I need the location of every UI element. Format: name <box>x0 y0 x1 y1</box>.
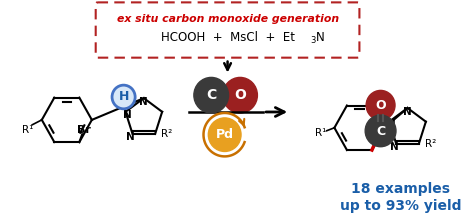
Text: O: O <box>234 88 246 102</box>
Text: R²: R² <box>425 139 436 149</box>
Text: R¹: R¹ <box>315 128 327 138</box>
Text: N: N <box>126 132 135 142</box>
Circle shape <box>194 77 228 113</box>
Text: 3: 3 <box>310 36 316 45</box>
Text: Br: Br <box>77 125 91 135</box>
Text: N: N <box>390 142 399 152</box>
FancyBboxPatch shape <box>96 2 359 58</box>
Circle shape <box>112 85 135 109</box>
Text: N: N <box>403 107 412 117</box>
Circle shape <box>223 77 257 113</box>
Text: N: N <box>139 97 148 107</box>
Text: R²: R² <box>161 129 173 139</box>
Text: N: N <box>123 110 132 120</box>
Text: R¹: R¹ <box>22 125 33 135</box>
Circle shape <box>208 118 241 151</box>
Text: O: O <box>375 99 386 112</box>
Text: N: N <box>387 120 395 130</box>
Text: ex situ carbon monoxide generation: ex situ carbon monoxide generation <box>117 14 338 24</box>
Text: up to 93% yield: up to 93% yield <box>340 199 462 213</box>
Circle shape <box>365 115 396 147</box>
Text: Pd: Pd <box>216 128 234 141</box>
Text: 18 examples: 18 examples <box>351 182 450 196</box>
Text: HCOOH  +  MsCl  +  Et: HCOOH + MsCl + Et <box>161 31 294 44</box>
Text: N: N <box>316 31 325 44</box>
Text: H: H <box>118 90 129 103</box>
Text: C: C <box>206 88 216 102</box>
Text: C: C <box>376 125 385 138</box>
Circle shape <box>366 90 395 120</box>
